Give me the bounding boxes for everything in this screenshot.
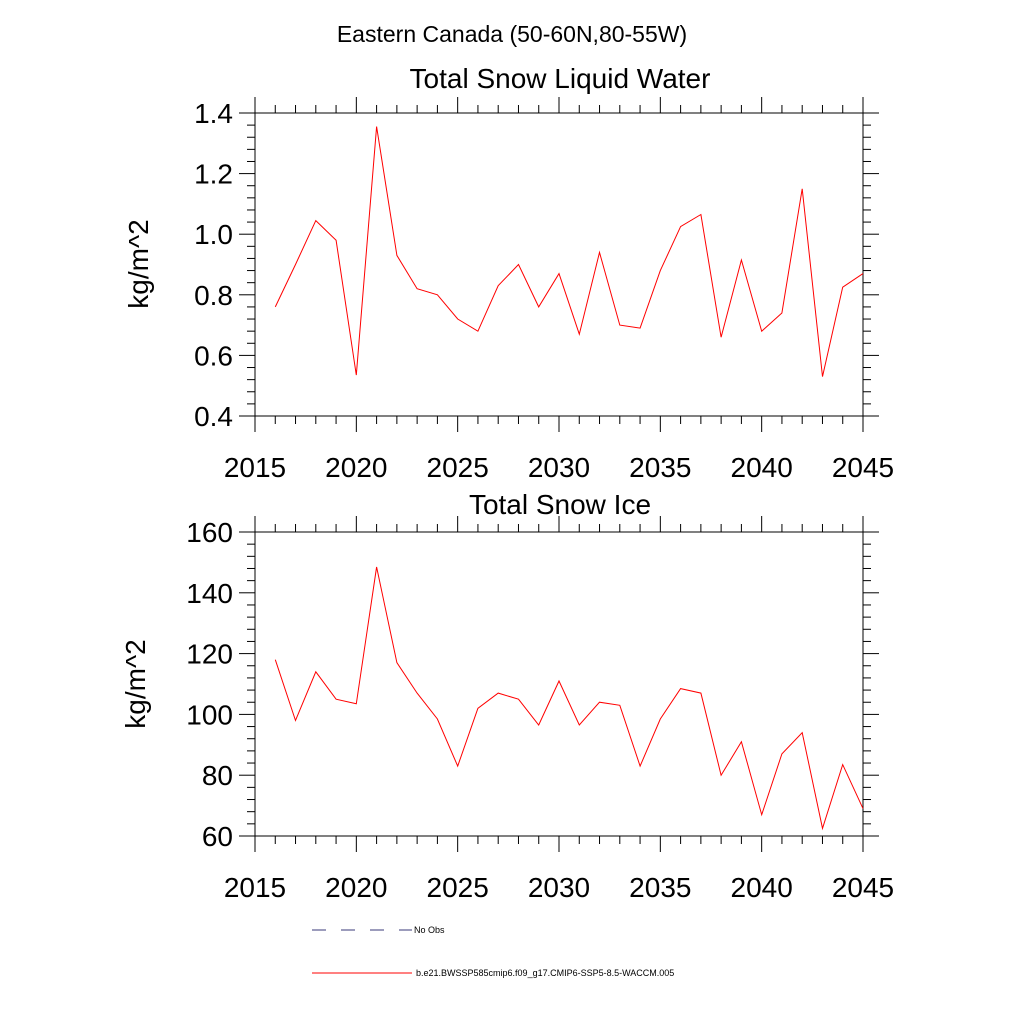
y-tick-label: 160 <box>186 517 233 548</box>
series-line <box>274 126 864 377</box>
series-line <box>274 566 864 831</box>
x-tick-label: 2030 <box>528 452 590 483</box>
x-tick-label: 2030 <box>528 872 590 903</box>
x-tick-label: 2020 <box>325 872 387 903</box>
chart-panel-liquid-water: Total Snow Liquid Water kg/m^2 2015 2020 2… <box>123 63 894 483</box>
legend-label-model: b.e21.BWSSP585cmip6.f09_g17.CMIP6-SSP5-8… <box>416 968 674 978</box>
x-tick-label: 2035 <box>629 452 691 483</box>
y-tick-label: 1.2 <box>194 159 233 190</box>
y-tick-label: 60 <box>202 821 233 852</box>
x-tick-label: 2035 <box>629 872 691 903</box>
x-tick-label: 2025 <box>427 872 489 903</box>
chart-title: Total Snow Liquid Water <box>410 63 711 94</box>
y-axis-label: kg/m^2 <box>123 219 154 308</box>
y-tick-label: 0.4 <box>194 401 233 432</box>
x-tick-label: 2045 <box>832 872 894 903</box>
legend: No Obs b.e21.BWSSP585cmip6.f09_g17.CMIP6… <box>312 925 674 978</box>
x-tick-label: 2015 <box>224 452 286 483</box>
y-tick-label: 1.0 <box>194 219 233 250</box>
y-tick-label: 100 <box>186 699 233 730</box>
plot-frame <box>254 112 864 417</box>
chart-title: Total Snow Ice <box>469 489 651 520</box>
y-tick-label: 140 <box>186 578 233 609</box>
y-tick-label: 0.6 <box>194 340 233 371</box>
x-tick-label: 2040 <box>731 872 793 903</box>
legend-label-no-obs: No Obs <box>414 925 445 935</box>
plot-frame <box>254 531 864 837</box>
chart-panel-snow-ice: Total Snow Ice kg/m^2 2015 2020 2025 2030 20… <box>120 489 894 903</box>
y-tick-label: 120 <box>186 639 233 670</box>
y-tick-label: 80 <box>202 760 233 791</box>
y-axis-label: kg/m^2 <box>120 639 151 728</box>
y-tick-label: 1.4 <box>194 98 233 129</box>
x-tick-label: 2015 <box>224 872 286 903</box>
x-tick-label: 2045 <box>832 452 894 483</box>
y-tick-label: 0.8 <box>194 280 233 311</box>
suptitle: Eastern Canada (50-60N,80-55W) <box>337 21 687 47</box>
x-tick-label: 2040 <box>731 452 793 483</box>
x-tick-label: 2025 <box>427 452 489 483</box>
x-tick-label: 2020 <box>325 452 387 483</box>
